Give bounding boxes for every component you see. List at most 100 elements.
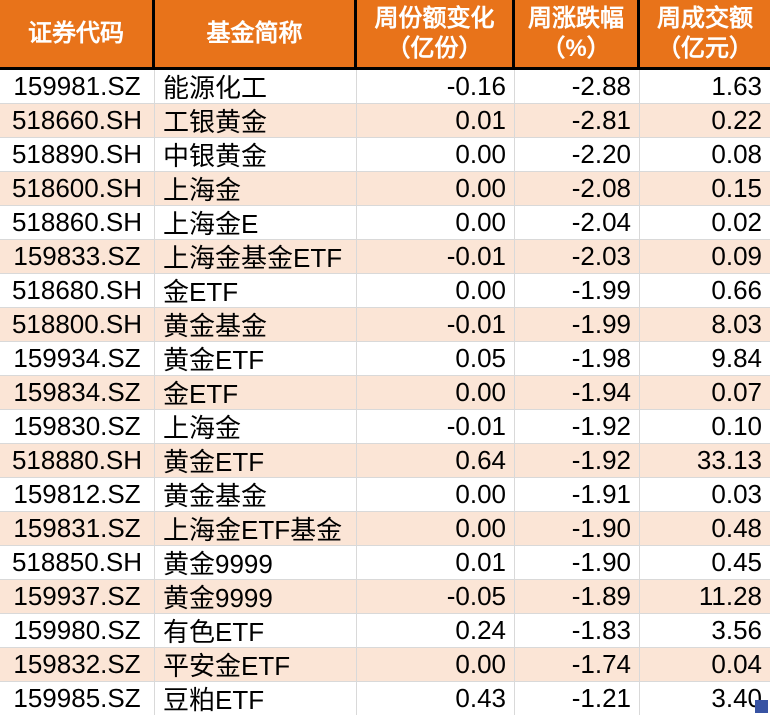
cell-turnover[interactable]: 0.66 (711, 275, 762, 305)
cell-name[interactable]: 黄金ETF (155, 444, 357, 477)
cell-code[interactable]: 159832.SZ (0, 648, 155, 681)
cell-name[interactable]: 黄金基金 (155, 308, 357, 341)
cell-share-change[interactable]: 0.00 (357, 376, 515, 409)
cell-share-change[interactable]: -0.01 (357, 308, 515, 341)
cell-name[interactable]: 金ETF (155, 376, 357, 409)
cell-turnover[interactable]: 0.10 (711, 411, 762, 441)
cell-code[interactable]: 518890.SH (0, 138, 155, 171)
cell-turnover[interactable]: 3.56 (711, 615, 762, 645)
cell-code[interactable]: 159831.SZ (0, 512, 155, 545)
cell-turnover[interactable]: 0.08 (711, 139, 762, 169)
cell-code[interactable]: 518680.SH (0, 274, 155, 307)
cell-code[interactable]: 518850.SH (0, 546, 155, 579)
cell-turnover[interactable]: 0.45 (711, 547, 762, 577)
cell-pct-change[interactable]: -1.74 (515, 648, 640, 681)
header-cell-pct-change[interactable]: 周涨跌幅 （%） (515, 0, 640, 67)
cell-share-change[interactable]: 0.00 (357, 478, 515, 511)
cell-turnover[interactable]: 0.04 (711, 649, 762, 679)
cell-share-change[interactable]: -0.05 (357, 580, 515, 613)
cell-pct-change[interactable]: -1.99 (515, 274, 640, 307)
cell-share-change[interactable]: 0.64 (357, 444, 515, 477)
cell-name[interactable]: 平安金ETF (155, 648, 357, 681)
cell-code[interactable]: 159981.SZ (0, 70, 155, 103)
cell-pct-change[interactable]: -1.99 (515, 308, 640, 341)
header-cell-code[interactable]: 证券代码 (0, 0, 155, 67)
cell-pct-change[interactable]: -1.21 (515, 682, 640, 715)
cell-turnover[interactable]: 0.02 (711, 207, 762, 237)
cell-name[interactable]: 工银黄金 (155, 104, 357, 137)
cell-turnover[interactable]: 0.03 (711, 479, 762, 509)
cell-code[interactable]: 159934.SZ (0, 342, 155, 375)
cell-turnover[interactable]: 0.09 (711, 241, 762, 271)
cell-name[interactable]: 能源化工 (155, 70, 357, 103)
cell-share-change[interactable]: 0.43 (357, 682, 515, 715)
cell-pct-change[interactable]: -1.92 (515, 410, 640, 443)
cell-code[interactable]: 159833.SZ (0, 240, 155, 273)
cell-name[interactable]: 黄金9999 (155, 546, 357, 579)
cell-code[interactable]: 159980.SZ (0, 614, 155, 647)
cell-turnover[interactable]: 8.03 (711, 309, 762, 339)
cell-name[interactable]: 豆粕ETF (155, 682, 357, 715)
cell-pct-change[interactable]: -2.03 (515, 240, 640, 273)
cell-turnover[interactable]: 1.63 (711, 71, 762, 101)
cell-pct-change[interactable]: -2.81 (515, 104, 640, 137)
cell-code[interactable]: 518800.SH (0, 308, 155, 341)
cell-pct-change[interactable]: -2.08 (515, 172, 640, 205)
cell-pct-change[interactable]: -2.20 (515, 138, 640, 171)
cell-code[interactable]: 159937.SZ (0, 580, 155, 613)
cell-code[interactable]: 159812.SZ (0, 478, 155, 511)
cell-code[interactable]: 518880.SH (0, 444, 155, 477)
cell-code[interactable]: 159834.SZ (0, 376, 155, 409)
cell-pct-change[interactable]: -2.04 (515, 206, 640, 239)
cell-turnover[interactable]: 0.15 (711, 173, 762, 203)
cell-pct-change[interactable]: -1.90 (515, 546, 640, 579)
cell-code[interactable]: 518600.SH (0, 172, 155, 205)
header-cell-name[interactable]: 基金简称 (155, 0, 357, 67)
cell-name[interactable]: 上海金基金ETF (155, 240, 357, 273)
cell-pct-change[interactable]: -1.90 (515, 512, 640, 545)
cell-code[interactable]: 518860.SH (0, 206, 155, 239)
cell-pct-change[interactable]: -1.92 (515, 444, 640, 477)
cell-turnover[interactable]: 0.07 (711, 377, 762, 407)
cell-share-change[interactable]: -0.01 (357, 410, 515, 443)
cell-share-change[interactable]: 0.00 (357, 138, 515, 171)
cell-pct-change[interactable]: -1.89 (515, 580, 640, 613)
cell-share-change[interactable]: 0.00 (357, 512, 515, 545)
cell-share-change[interactable]: 0.05 (357, 342, 515, 375)
cell-share-change[interactable]: 0.24 (357, 614, 515, 647)
cell-turnover[interactable]: 11.28 (698, 581, 762, 611)
cell-code[interactable]: 159830.SZ (0, 410, 155, 443)
cell-name[interactable]: 黄金9999 (155, 580, 357, 613)
cell-pct-change[interactable]: -1.98 (515, 342, 640, 375)
cell-code[interactable]: 518660.SH (0, 104, 155, 137)
cell-share-change[interactable]: 0.00 (357, 274, 515, 307)
cell-name[interactable]: 中银黄金 (155, 138, 357, 171)
cell-share-change[interactable]: 0.00 (357, 206, 515, 239)
cell-name[interactable]: 上海金 (155, 172, 357, 205)
cell-pct-change[interactable]: -1.91 (515, 478, 640, 511)
cell-share-change[interactable]: -0.01 (357, 240, 515, 273)
header-cell-turnover[interactable]: 周成交额 （亿元） (640, 0, 770, 67)
cell-pct-change[interactable]: -1.83 (515, 614, 640, 647)
cell-turnover[interactable]: 33.13 (696, 445, 762, 475)
cell-code[interactable]: 159985.SZ (0, 682, 155, 715)
cell-name[interactable]: 上海金E (155, 206, 357, 239)
cell-turnover[interactable]: 0.22 (711, 105, 762, 135)
cell-share-change[interactable]: -0.16 (357, 70, 515, 103)
cell-share-change[interactable]: 0.01 (357, 104, 515, 137)
header-cell-share-change[interactable]: 周份额变化 （亿份） (357, 0, 515, 67)
cell-pct-change[interactable]: -1.94 (515, 376, 640, 409)
cell-name[interactable]: 黄金ETF (155, 342, 357, 375)
cell-pct-change[interactable]: -2.88 (515, 70, 640, 103)
cell-turnover[interactable]: 3.40 (711, 683, 762, 713)
cell-share-change[interactable]: 0.00 (357, 648, 515, 681)
cell-share-change[interactable]: 0.00 (357, 172, 515, 205)
cell-name[interactable]: 上海金 (155, 410, 357, 443)
cell-share-change[interactable]: 0.01 (357, 546, 515, 579)
cell-name[interactable]: 有色ETF (155, 614, 357, 647)
cell-name[interactable]: 金ETF (155, 274, 357, 307)
selection-handle[interactable] (755, 700, 768, 713)
cell-name[interactable]: 黄金基金 (155, 478, 357, 511)
cell-turnover[interactable]: 0.48 (711, 513, 762, 543)
cell-turnover[interactable]: 9.84 (711, 343, 762, 373)
